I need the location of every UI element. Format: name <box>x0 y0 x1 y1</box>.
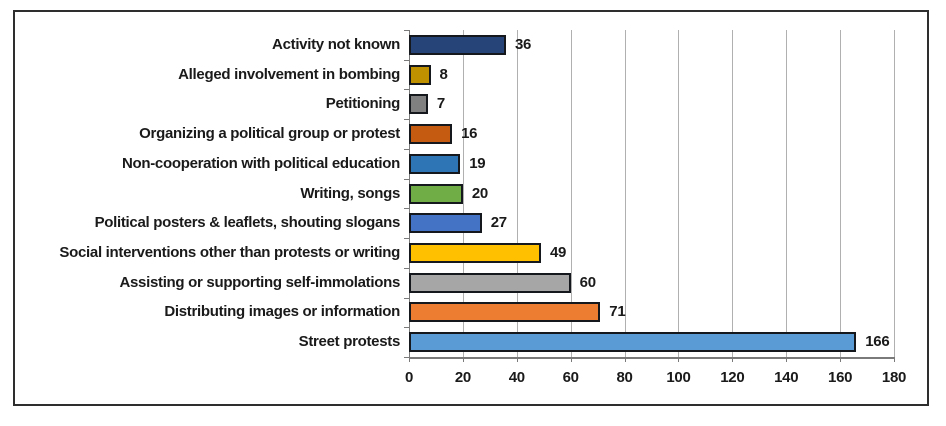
x-axis-tick <box>840 357 842 362</box>
category-axis-tick <box>404 297 409 299</box>
x-tick-label: 100 <box>666 369 691 386</box>
category-axis-tick <box>404 208 409 210</box>
gridline <box>840 30 842 357</box>
x-axis-tick <box>462 357 464 362</box>
x-axis-tick <box>570 357 572 362</box>
value-axis-line <box>409 357 894 359</box>
value-label: 36 <box>515 35 532 53</box>
category-label: Assisting or supporting self-immolations <box>119 273 400 291</box>
category-label: Activity not known <box>272 35 400 53</box>
bar <box>409 153 461 174</box>
x-axis-tick <box>624 357 626 362</box>
category-label: Social interventions other than protests… <box>59 243 400 261</box>
bar <box>409 64 431 85</box>
category-label: Political posters & leaflets, shouting s… <box>94 214 401 232</box>
value-label: 60 <box>579 273 596 291</box>
category-axis-tick <box>404 178 409 180</box>
value-label: 49 <box>550 243 567 261</box>
value-label: 27 <box>490 214 507 232</box>
bar <box>409 124 453 145</box>
category-axis-tick <box>404 119 409 121</box>
gridline <box>678 30 680 357</box>
x-tick-label: 160 <box>828 369 853 386</box>
x-axis-tick <box>894 357 895 362</box>
category-axis-tick <box>404 327 409 329</box>
x-tick-label: 140 <box>774 369 799 386</box>
category-axis-tick <box>404 148 409 150</box>
bar <box>409 272 571 293</box>
category-label: Distributing images or information <box>164 303 400 321</box>
x-tick-label: 0 <box>404 369 414 386</box>
gridline <box>732 30 734 357</box>
category-axis-tick <box>404 59 409 61</box>
gridline <box>462 30 464 357</box>
gridline <box>786 30 788 357</box>
bar <box>409 302 601 323</box>
gridline <box>624 30 626 357</box>
value-label: 166 <box>865 333 890 351</box>
x-tick-label: 180 <box>881 369 907 386</box>
bar <box>409 183 463 204</box>
x-axis-tick <box>516 357 518 362</box>
category-axis-tick <box>404 238 409 240</box>
category-label: Alleged involvement in bombing <box>178 65 400 83</box>
category-label: Writing, songs <box>300 184 400 202</box>
category-axis-tick <box>404 89 409 91</box>
category-label: Organizing a political group or protest <box>139 125 400 143</box>
gridline <box>570 30 572 357</box>
category-label: Non-cooperation with political education <box>121 154 400 172</box>
value-label: 20 <box>471 184 488 202</box>
x-axis-tick <box>786 357 788 362</box>
category-label: Petitioning <box>325 95 401 113</box>
x-tick-label: 40 <box>508 369 525 386</box>
bar <box>409 213 482 234</box>
category-axis-tick <box>404 267 409 269</box>
category-axis-tick <box>404 357 409 358</box>
value-label: 71 <box>609 303 626 321</box>
x-tick-label: 120 <box>720 369 745 386</box>
value-label: 8 <box>439 65 448 83</box>
category-axis-tick <box>404 30 409 31</box>
x-tick-label: 60 <box>562 369 579 386</box>
x-axis-tick <box>678 357 680 362</box>
bar <box>409 242 542 263</box>
x-tick-label: 20 <box>454 369 471 386</box>
value-label: 7 <box>436 95 445 113</box>
category-label: Street protests <box>298 333 401 351</box>
x-tick-label: 80 <box>616 369 633 386</box>
value-label: 19 <box>469 154 486 172</box>
value-label: 16 <box>461 125 478 143</box>
bar <box>409 34 506 55</box>
gridline <box>894 30 895 357</box>
gridline <box>516 30 518 357</box>
bar <box>409 332 857 353</box>
x-axis-tick <box>409 357 410 362</box>
bar <box>409 94 428 115</box>
x-axis-tick <box>732 357 734 362</box>
